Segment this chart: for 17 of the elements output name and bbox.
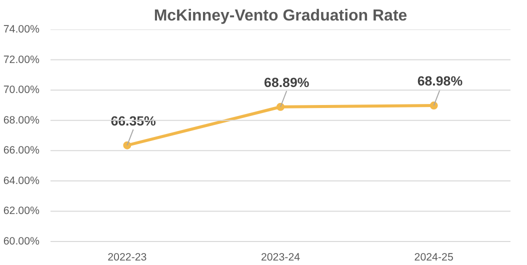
point: [276, 102, 284, 111]
point: [430, 102, 438, 110]
x-tick-label: 2024-25: [414, 252, 454, 264]
y-tick-label: 66.00%: [3, 144, 40, 157]
x-tick-label: 2022-23: [108, 252, 147, 264]
y-tick-label: 70.00%: [3, 84, 40, 96]
y-tick-label: 72.00%: [3, 54, 40, 66]
y-tick-label: 62.00%: [3, 205, 40, 218]
point: [123, 141, 132, 150]
chart-title: McKinney-Vento Graduation Rate: [154, 8, 408, 24]
y-tick-label: 60.00%: [3, 236, 40, 248]
y-tick-label: 64.00%: [3, 174, 40, 187]
data-label: 68.98%: [417, 74, 463, 89]
y-tick-label: 74.00%: [3, 24, 40, 36]
y-tick-label: 68.00%: [3, 114, 40, 126]
x-tick-label: 2023-24: [260, 252, 300, 264]
data-label: 68.89%: [264, 74, 310, 90]
